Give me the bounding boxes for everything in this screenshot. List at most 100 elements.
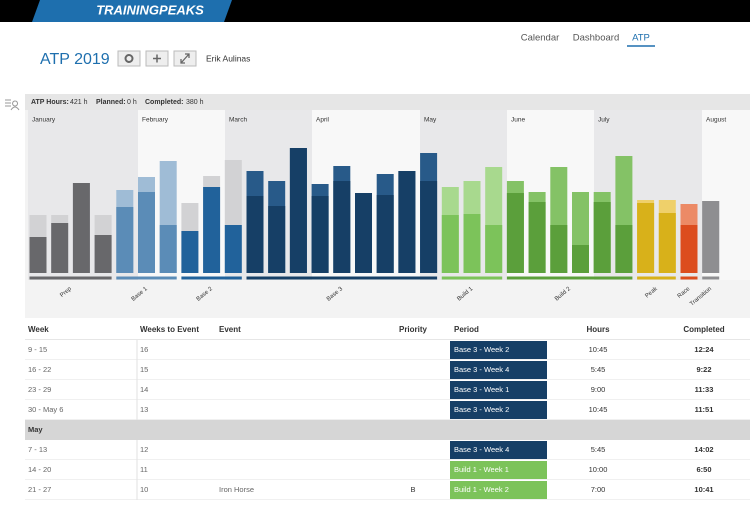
page-title: ATP 2019: [40, 51, 110, 68]
period-cell: [450, 381, 547, 399]
completed-bar[interactable]: [680, 225, 698, 273]
period-cell: [450, 461, 547, 479]
column-header: Period: [454, 325, 479, 334]
table-row[interactable]: [25, 380, 750, 400]
completed-bar[interactable]: [138, 192, 155, 273]
cell-weeks-to-event: 14: [140, 385, 148, 394]
completed-bar[interactable]: [29, 237, 47, 273]
completed-bar[interactable]: [51, 223, 69, 273]
cell-weeks-to-event: 11: [140, 465, 148, 474]
stats-bar: [25, 94, 750, 110]
period-text: Base 3 - Week 4: [454, 365, 509, 374]
cell-hours: 10:45: [589, 345, 608, 354]
month-label: March: [229, 117, 247, 124]
table-row[interactable]: [25, 360, 750, 380]
completed-bar[interactable]: [398, 171, 416, 273]
nav-link[interactable]: Calendar: [521, 33, 560, 44]
cell-weeks-to-event: 16: [140, 345, 148, 354]
cell-completed: 11:33: [695, 385, 714, 394]
completed-bar[interactable]: [702, 201, 720, 273]
column-header: Hours: [586, 325, 610, 334]
table-row[interactable]: [25, 440, 750, 460]
period-text: Base 3 - Week 2: [454, 405, 509, 414]
stat-value: 421 h: [70, 99, 88, 106]
cell-week: 30 - May 6: [28, 405, 63, 414]
stat-label: Planned:: [96, 99, 126, 106]
completed-bar[interactable]: [637, 203, 655, 273]
cell-week: 21 - 27: [28, 485, 51, 494]
period-cell: [450, 481, 547, 499]
month-label: August: [706, 117, 726, 124]
completed-bar[interactable]: [224, 225, 242, 273]
logo-box: [32, 0, 232, 22]
cell-hours: 5:45: [591, 365, 606, 374]
settings-button[interactable]: [117, 50, 141, 67]
completed-bar[interactable]: [485, 225, 503, 273]
cell-completed: 11:51: [695, 405, 714, 414]
group-label: May: [28, 425, 43, 434]
completed-bar[interactable]: [550, 225, 568, 273]
table-row[interactable]: [25, 460, 750, 480]
completed-bar[interactable]: [159, 225, 177, 273]
completed-bar[interactable]: [203, 187, 221, 273]
period-text: Build 1 - Week 1: [454, 465, 509, 474]
cell-week: 23 - 29: [28, 385, 51, 394]
completed-bar[interactable]: [376, 195, 394, 273]
completed-bar[interactable]: [615, 225, 633, 273]
month-label: June: [511, 117, 525, 124]
period-cell: [450, 341, 547, 359]
period-text: Base 3 - Week 1: [454, 385, 509, 394]
athlete-icon[interactable]: [5, 99, 20, 111]
cell-completed: 10:41: [694, 485, 713, 494]
completed-bar[interactable]: [268, 206, 286, 273]
month-label: May: [424, 117, 437, 124]
completed-bar[interactable]: [72, 183, 90, 273]
completed-bar[interactable]: [528, 202, 546, 273]
period-cell: [450, 441, 547, 459]
completed-bar[interactable]: [246, 196, 264, 273]
column-header: Completed: [683, 325, 724, 334]
stat-label: ATP Hours:: [31, 99, 69, 106]
cell-week: 9 - 15: [28, 345, 47, 354]
completed-bar[interactable]: [94, 235, 112, 273]
cell-completed: 9:22: [696, 365, 711, 374]
cell-priority: B: [410, 485, 415, 494]
completed-bar[interactable]: [593, 202, 611, 273]
completed-bar[interactable]: [658, 213, 676, 273]
column-header: Priority: [399, 325, 428, 334]
table-row[interactable]: [25, 400, 750, 420]
column-header: Weeks to Event: [140, 325, 199, 334]
completed-bar[interactable]: [506, 193, 524, 273]
completed-bar[interactable]: [463, 214, 481, 273]
cell-completed: 12:24: [694, 345, 714, 354]
cell-hours: 9:00: [591, 385, 606, 394]
period-text: Build 1 - Week 2: [454, 485, 509, 494]
logo[interactable]: TRAININGPEAKS: [96, 2, 204, 17]
completed-bar[interactable]: [116, 207, 134, 273]
completed-bar[interactable]: [355, 193, 372, 273]
column-header: Event: [219, 325, 241, 334]
nav-link[interactable]: ATP: [632, 33, 650, 44]
column-header: Week: [28, 325, 49, 334]
completed-bar[interactable]: [420, 181, 438, 273]
period-cell: [450, 401, 547, 419]
gear-icon: [124, 54, 134, 63]
group-row: [25, 420, 750, 440]
completed-bar[interactable]: [572, 245, 589, 273]
period-text: Base 3 - Week 2: [454, 345, 509, 354]
month-label: July: [598, 117, 610, 124]
nav-link[interactable]: Dashboard: [573, 33, 619, 44]
cell-completed: 14:02: [694, 445, 713, 454]
completed-bar[interactable]: [289, 148, 307, 273]
period-cell: [450, 361, 547, 379]
cell-weeks-to-event: 15: [140, 365, 148, 374]
table-row[interactable]: [25, 480, 750, 500]
completed-bar[interactable]: [311, 196, 329, 273]
cell-hours: 10:45: [589, 405, 608, 414]
completed-bar[interactable]: [441, 215, 459, 273]
completed-bar[interactable]: [181, 231, 199, 273]
table-row[interactable]: [25, 340, 750, 360]
cell-event: Iron Horse: [219, 485, 254, 494]
completed-bar[interactable]: [333, 181, 351, 273]
